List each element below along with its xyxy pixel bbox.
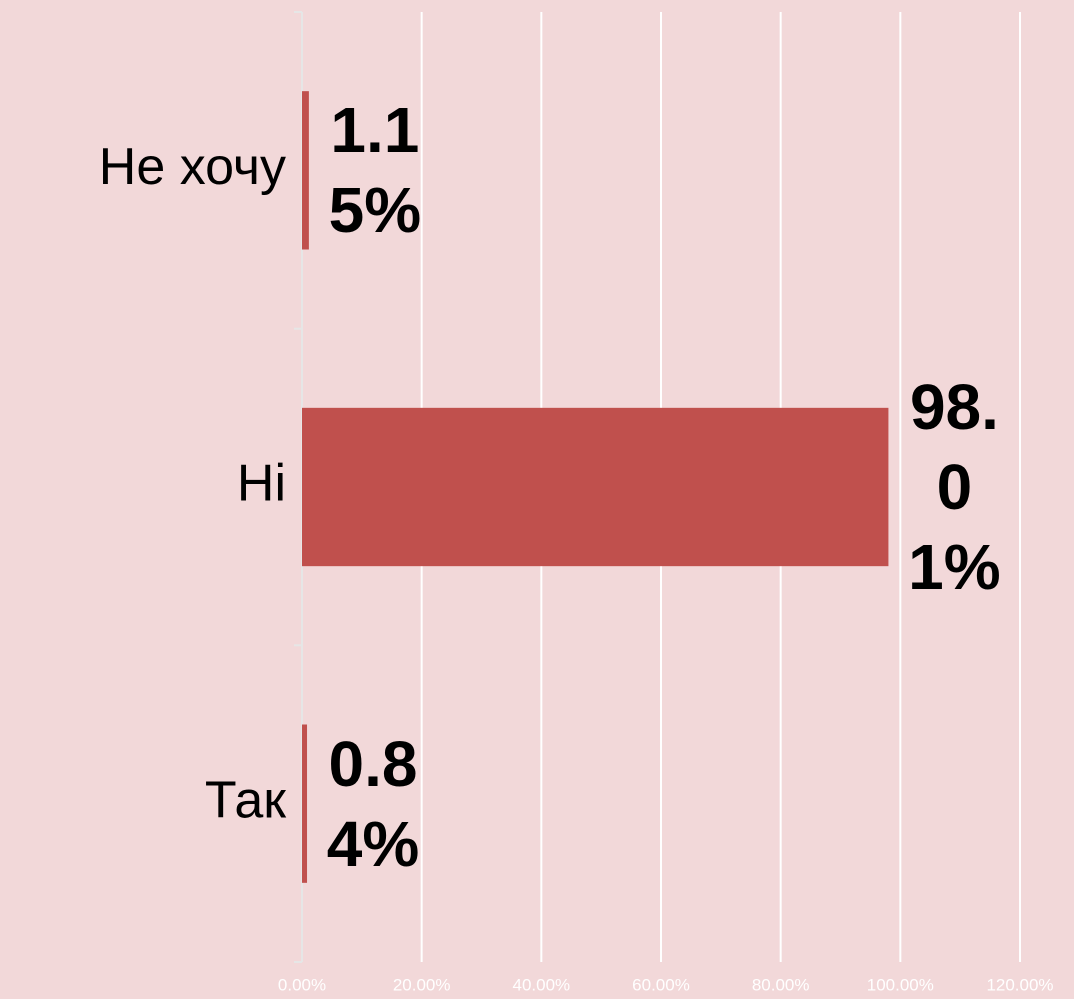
data-label: 1.15% bbox=[328, 94, 422, 247]
x-tick-label: 120.00% bbox=[986, 975, 1053, 994]
x-tick-label: 40.00% bbox=[512, 975, 570, 994]
x-tick-label: 100.00% bbox=[867, 975, 934, 994]
bar bbox=[302, 724, 308, 883]
data-label: 0.84% bbox=[326, 727, 420, 880]
bar bbox=[302, 91, 309, 250]
x-tick-label: 0.00% bbox=[278, 975, 326, 994]
y-tick-label: Ні bbox=[237, 455, 286, 513]
x-tick-label: 80.00% bbox=[752, 975, 810, 994]
y-tick-label: Так bbox=[205, 771, 286, 829]
bar bbox=[302, 407, 889, 567]
data-label: 98.01% bbox=[908, 371, 1001, 603]
y-tick-label: Не хочу bbox=[99, 138, 286, 196]
x-tick-label: 60.00% bbox=[632, 975, 690, 994]
x-tick-label: 20.00% bbox=[393, 975, 451, 994]
